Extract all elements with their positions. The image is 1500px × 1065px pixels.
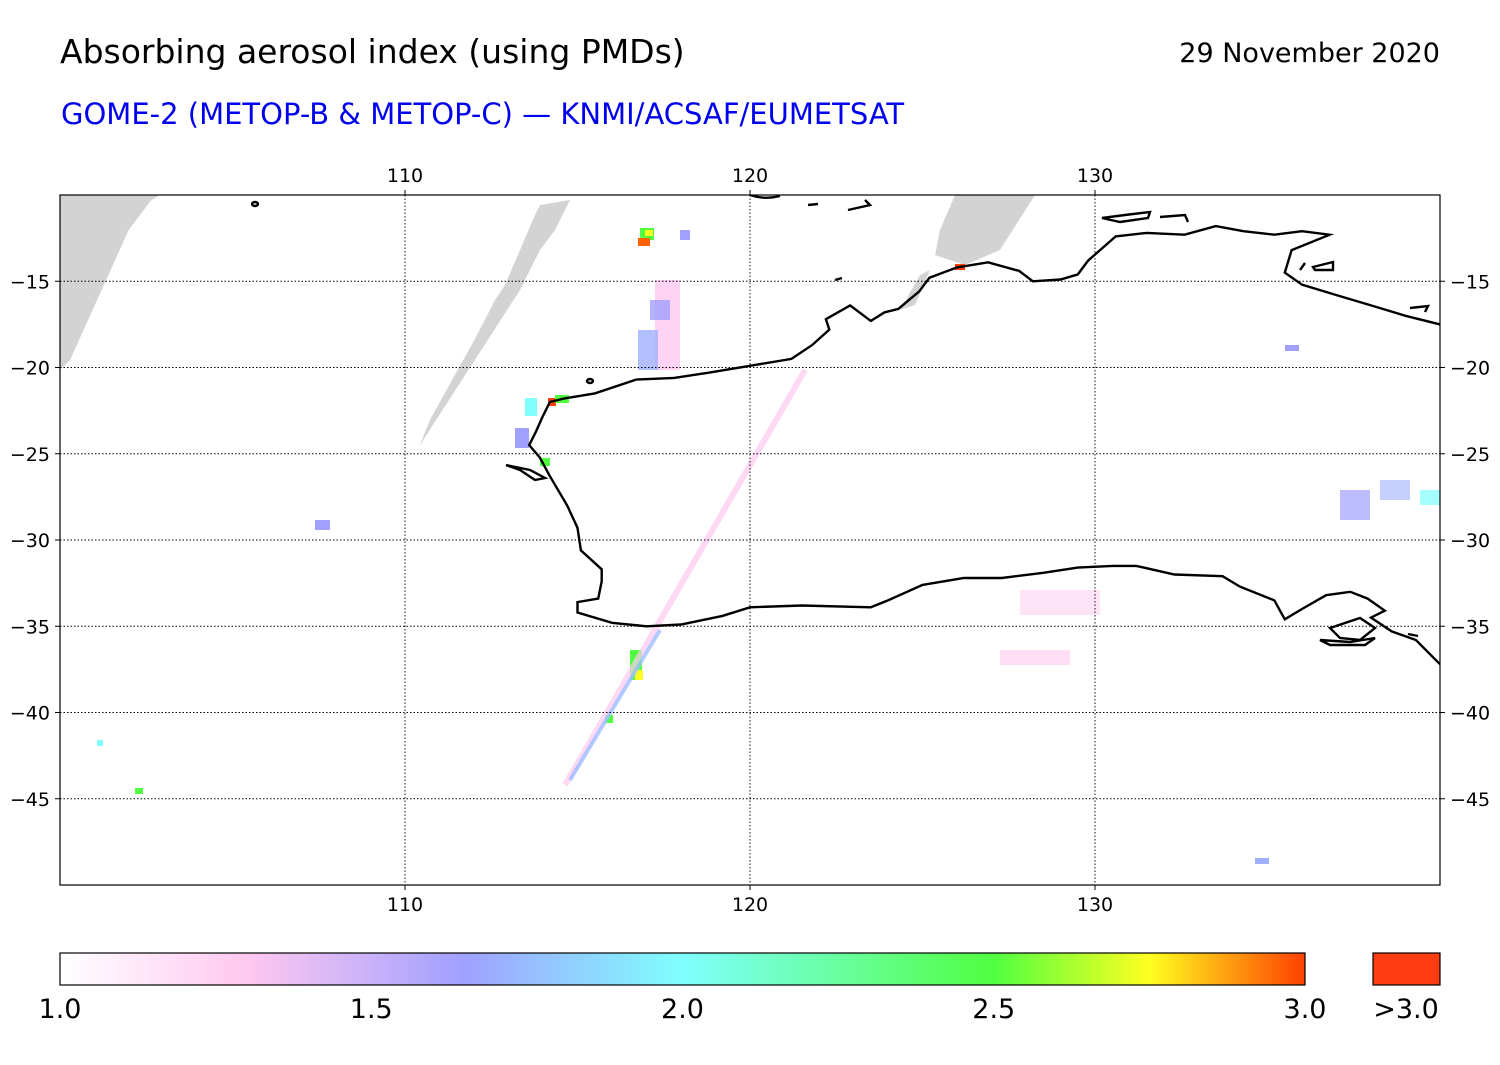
lon-tick-label-bottom: 120 (732, 894, 768, 916)
lat-tick-label-left: −30 (10, 530, 50, 552)
lat-tick-label-right: −40 (1450, 703, 1490, 725)
lat-tick-label-left: −15 (10, 271, 50, 293)
lat-tick-label-right: −45 (1450, 789, 1490, 811)
aerosol-swath-streak (562, 368, 808, 787)
lat-tick-label-right: −15 (1450, 271, 1490, 293)
coastline-north (541, 224, 1440, 417)
lat-tick-label-left: −45 (10, 789, 50, 811)
lat-tick-label-right: −25 (1450, 444, 1490, 466)
colorbar-overflow-swatch (1372, 952, 1441, 986)
lon-tick-label-top: 110 (387, 165, 423, 187)
axis-ticks: 110 110 120 120 130 130 −15 −15 −20 −20 −25 −25 −30 −… (10, 165, 1490, 916)
no-data-swath-2 (420, 200, 570, 445)
lon-tick-label-bottom: 130 (1077, 894, 1113, 916)
colorbar-tick-label: 3.0 (1283, 994, 1327, 1025)
lat-tick-label-right: −30 (1450, 530, 1490, 552)
lat-tick-label-right: −20 (1450, 358, 1490, 380)
colorbar-gradient (59, 952, 1306, 986)
no-data-swath-1c (60, 232, 125, 365)
colorbar-tick-label: 2.0 (661, 994, 704, 1025)
lat-tick-label-left: −35 (10, 616, 50, 638)
lon-tick-label-bottom: 110 (387, 894, 423, 916)
lat-tick-label-left: −20 (10, 358, 50, 380)
aerosol-swath-streak-2 (568, 628, 662, 782)
map-date: 29 November 2020 (1179, 38, 1440, 69)
lon-tick-label-top: 130 (1077, 165, 1113, 187)
lat-tick-label-right: −35 (1450, 616, 1490, 638)
no-data-swath-3 (935, 195, 1035, 265)
lat-tick-label-left: −25 (10, 444, 50, 466)
colorbar-tick-label: 1.5 (349, 994, 393, 1025)
map-gridlines (60, 195, 1440, 885)
coastline-south (527, 415, 1440, 666)
lat-tick-label-left: −40 (10, 703, 50, 725)
map-title: Absorbing aerosol index (using PMDs) (60, 32, 685, 71)
lon-tick-label-top: 120 (732, 165, 768, 187)
islands (250, 195, 1431, 647)
colorbar-tick-label: 2.5 (972, 994, 1016, 1025)
colorbar-tick-label: 1.0 (38, 994, 82, 1025)
colorbar-overflow-label: >3.0 (1373, 994, 1439, 1025)
map-subtitle: GOME-2 (METOP-B & METOP-C) — KNMI/ACSAF/… (61, 97, 905, 131)
no-data-swath-1b (60, 195, 155, 235)
